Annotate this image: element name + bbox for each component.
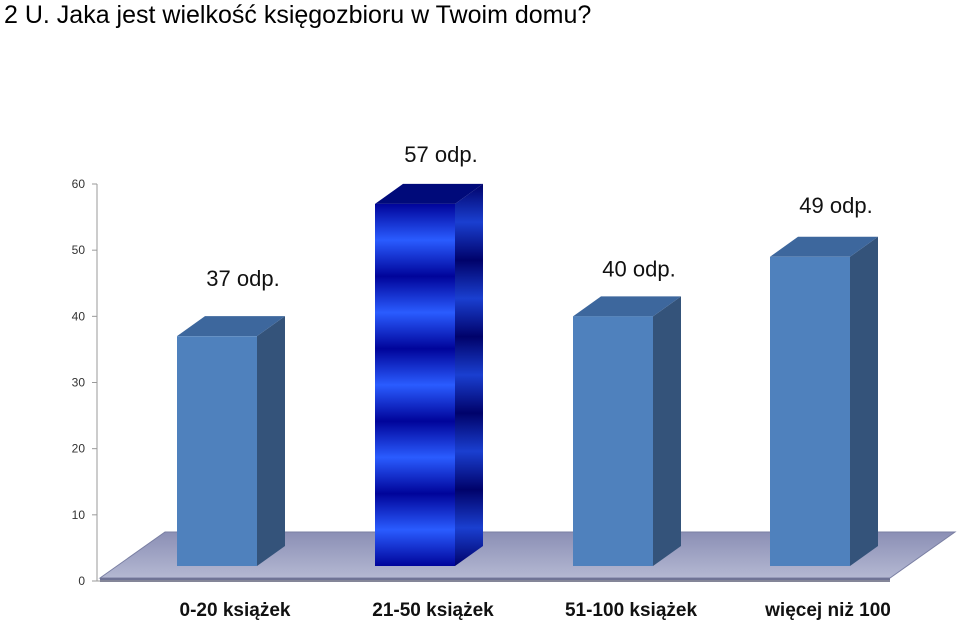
- bar-top: [177, 316, 285, 337]
- bar-1: [177, 316, 285, 566]
- bar-top: [770, 236, 878, 257]
- bar-2: [375, 183, 483, 566]
- data-label: 40 odp.: [602, 256, 675, 281]
- bar-3: [573, 296, 681, 566]
- bar-front: [770, 256, 850, 566]
- category-label: 21-50 książek: [372, 600, 494, 621]
- y-tick-label: 40: [72, 309, 86, 323]
- data-label: 37 odp.: [206, 266, 279, 291]
- y-tick-label: 30: [72, 376, 86, 390]
- category-label: więcej niż 100: [764, 600, 891, 621]
- y-tick-label: 10: [72, 508, 86, 522]
- y-tick-label: 0: [78, 574, 85, 588]
- data-label: 57 odp.: [404, 142, 477, 167]
- bar-side: [653, 296, 681, 566]
- bar-side: [850, 236, 878, 567]
- bar-top: [573, 296, 681, 317]
- bar-top: [375, 183, 483, 204]
- y-tick-label: 20: [72, 442, 86, 456]
- bar-side: [455, 183, 483, 566]
- y-tick-label: 60: [72, 177, 86, 191]
- bar-front: [375, 203, 455, 566]
- bar-front: [573, 316, 653, 566]
- category-label: 0-20 książek: [180, 600, 291, 621]
- y-tick-label: 50: [72, 243, 86, 257]
- bar-front: [177, 336, 257, 566]
- bar-4: [770, 236, 878, 567]
- bar-side: [257, 316, 285, 566]
- category-label: 51-100 książek: [565, 600, 697, 621]
- page-title: 2 U. Jaka jest wielkość księgozbioru w T…: [4, 1, 592, 29]
- data-label: 49 odp.: [799, 193, 872, 218]
